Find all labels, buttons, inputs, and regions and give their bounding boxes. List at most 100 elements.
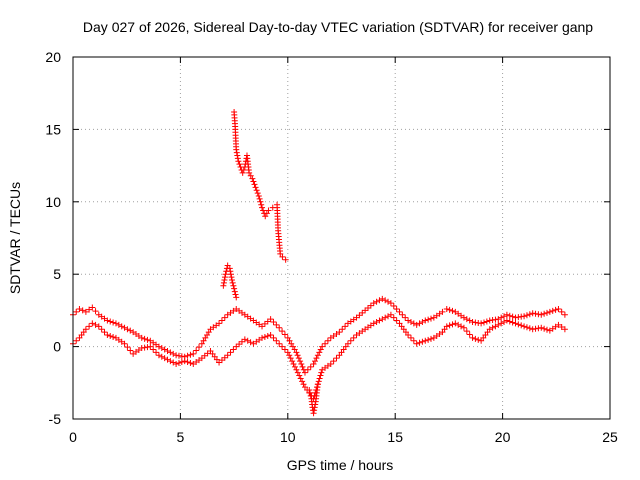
data-point bbox=[460, 314, 467, 321]
data-point bbox=[239, 169, 246, 176]
data-point bbox=[466, 317, 473, 324]
data-point bbox=[286, 352, 293, 359]
data-point bbox=[376, 297, 383, 304]
data-point bbox=[235, 158, 242, 165]
data-point bbox=[413, 321, 420, 328]
data-point bbox=[92, 321, 99, 328]
data-point bbox=[104, 317, 111, 324]
data-point bbox=[170, 359, 177, 366]
data-point bbox=[310, 410, 317, 417]
data-point bbox=[373, 318, 380, 325]
data-point bbox=[382, 297, 389, 304]
data-point bbox=[184, 352, 191, 359]
data-point bbox=[226, 265, 233, 272]
data-point bbox=[233, 146, 240, 153]
data-point bbox=[244, 337, 251, 344]
data-point bbox=[161, 355, 168, 362]
data-point bbox=[86, 323, 93, 330]
x-axis-label: GPS time / hours bbox=[287, 457, 394, 473]
data-point bbox=[483, 318, 490, 325]
data-point bbox=[164, 347, 171, 354]
data-point bbox=[221, 314, 228, 321]
data-point bbox=[439, 308, 446, 315]
data-point bbox=[287, 355, 294, 362]
data-point bbox=[110, 333, 117, 340]
data-point bbox=[322, 340, 329, 347]
data-point bbox=[281, 331, 288, 338]
series-group bbox=[220, 262, 240, 301]
data-point bbox=[233, 294, 240, 301]
data-point bbox=[141, 335, 148, 342]
data-point bbox=[538, 311, 545, 318]
data-point bbox=[218, 317, 225, 324]
data-point bbox=[344, 340, 351, 347]
data-point bbox=[260, 207, 267, 214]
data-point bbox=[240, 166, 247, 173]
data-point bbox=[273, 321, 280, 328]
plot-frame bbox=[72, 56, 611, 420]
data-point bbox=[79, 307, 86, 314]
data-point bbox=[449, 321, 456, 328]
series-group bbox=[306, 381, 321, 417]
data-point bbox=[228, 276, 235, 283]
data-point bbox=[405, 332, 412, 339]
data-point bbox=[561, 311, 568, 318]
data-point bbox=[231, 288, 238, 295]
data-point bbox=[521, 313, 528, 320]
data-point bbox=[319, 343, 326, 350]
data-point bbox=[410, 320, 417, 327]
data-point bbox=[316, 375, 323, 382]
data-point bbox=[543, 309, 550, 316]
data-point bbox=[506, 312, 513, 319]
data-point bbox=[555, 305, 562, 312]
data-point bbox=[299, 363, 306, 370]
data-point bbox=[466, 331, 473, 338]
data-point bbox=[228, 274, 235, 281]
data-point bbox=[241, 336, 248, 343]
data-point bbox=[498, 314, 505, 321]
data-point bbox=[538, 324, 545, 331]
data-point bbox=[297, 375, 304, 382]
data-point bbox=[224, 352, 231, 359]
data-point bbox=[509, 319, 516, 326]
data-point bbox=[422, 337, 429, 344]
chart-title: Day 027 of 2026, Sidereal Day-to-day VTE… bbox=[83, 19, 593, 35]
data-point bbox=[231, 285, 238, 292]
data-point bbox=[178, 359, 185, 366]
data-point bbox=[422, 317, 429, 324]
data-point bbox=[247, 339, 254, 346]
data-point bbox=[327, 360, 334, 367]
data-point bbox=[379, 316, 386, 323]
data-point bbox=[455, 321, 462, 328]
data-point bbox=[104, 332, 111, 339]
data-point bbox=[333, 355, 340, 362]
data-point bbox=[253, 187, 260, 194]
data-point bbox=[489, 324, 496, 331]
data-point bbox=[273, 337, 280, 344]
data-point bbox=[73, 337, 80, 344]
data-point bbox=[252, 184, 259, 191]
data-point bbox=[347, 337, 354, 344]
data-point bbox=[187, 351, 194, 358]
y-axis-ticks: -5 0 5 10 15 20 bbox=[45, 49, 610, 427]
data-point bbox=[256, 195, 263, 202]
data-point bbox=[110, 319, 117, 326]
data-point bbox=[144, 336, 151, 343]
data-point bbox=[425, 316, 432, 323]
grid-lines bbox=[73, 57, 610, 419]
data-point bbox=[558, 324, 565, 331]
data-point bbox=[311, 404, 318, 411]
data-point bbox=[509, 313, 516, 320]
data-point bbox=[259, 334, 266, 341]
data-point bbox=[425, 336, 432, 343]
data-point bbox=[261, 333, 268, 340]
data-point bbox=[121, 340, 128, 347]
data-point bbox=[264, 332, 271, 339]
data-point bbox=[515, 321, 522, 328]
data-point bbox=[549, 307, 556, 314]
data-point bbox=[89, 320, 96, 327]
data-point bbox=[449, 307, 456, 314]
data-point bbox=[107, 318, 114, 325]
data-point bbox=[387, 300, 394, 307]
data-point bbox=[526, 325, 533, 332]
